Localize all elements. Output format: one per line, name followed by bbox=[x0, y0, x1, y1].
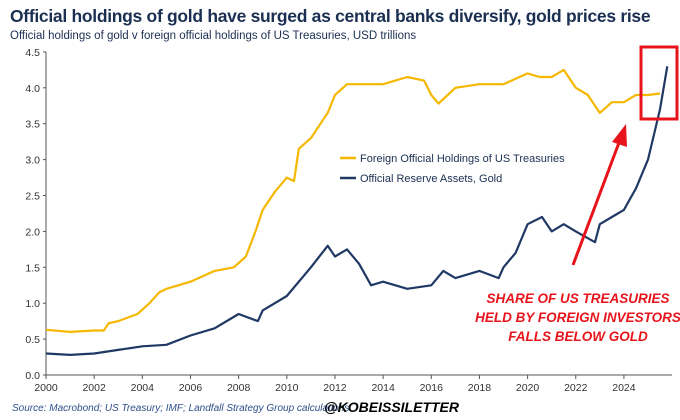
annotation-text: FALLS BELOW GOLD bbox=[508, 329, 648, 344]
y-tick-label: 3.0 bbox=[25, 155, 40, 167]
y-tick-label: 3.5 bbox=[25, 119, 40, 131]
series-line-treasuries bbox=[45, 68, 661, 333]
y-tick-label: 1.5 bbox=[25, 262, 40, 274]
y-tick-label: 2.0 bbox=[25, 226, 40, 238]
x-tick-label: 2018 bbox=[468, 382, 492, 394]
x-tick-label: 2002 bbox=[82, 382, 106, 394]
y-tick-label: 4.0 bbox=[25, 83, 40, 95]
x-tick-label: 2016 bbox=[420, 382, 444, 394]
watermark-handle: @KOBEISSILETTER bbox=[324, 399, 459, 415]
annotation-text: HELD BY FOREIGN INVESTORS bbox=[475, 310, 680, 325]
x-tick-label: 2022 bbox=[564, 382, 588, 394]
y-tick-label: 2.5 bbox=[25, 191, 40, 203]
source-note: Source: Macrobond; US Treasury; IMF; Lan… bbox=[12, 403, 352, 414]
annotation-text: SHARE OF US TREASURIES bbox=[486, 291, 669, 306]
chart-title: Official holdings of gold have surged as… bbox=[10, 6, 651, 26]
x-tick-label: 2014 bbox=[371, 382, 395, 394]
x-tick-label: 2006 bbox=[179, 382, 203, 394]
y-tick-label: 4.5 bbox=[25, 47, 40, 59]
highlight-box bbox=[639, 45, 679, 121]
legend-label: Official Reserve Assets, Gold bbox=[360, 173, 502, 185]
x-tick-label: 2020 bbox=[516, 382, 540, 394]
x-tick-label: 2004 bbox=[131, 382, 155, 394]
x-tick-label: 2012 bbox=[323, 382, 347, 394]
x-tick-label: 2010 bbox=[275, 382, 299, 394]
y-tick-label: 0.0 bbox=[25, 370, 40, 382]
legend-label: Foreign Official Holdings of US Treasuri… bbox=[360, 153, 565, 165]
x-tick-label: 2024 bbox=[612, 382, 636, 394]
x-tick-label: 2000 bbox=[34, 382, 58, 394]
series-line-gold bbox=[45, 66, 669, 356]
annotation-arrow bbox=[571, 139, 622, 266]
chart-subtitle: Official holdings of gold v foreign offi… bbox=[10, 30, 417, 42]
y-tick-label: 0.5 bbox=[25, 334, 40, 346]
arrow-head-icon bbox=[612, 124, 627, 147]
y-tick-label: 1.0 bbox=[25, 298, 40, 310]
x-tick-label: 2008 bbox=[227, 382, 251, 394]
